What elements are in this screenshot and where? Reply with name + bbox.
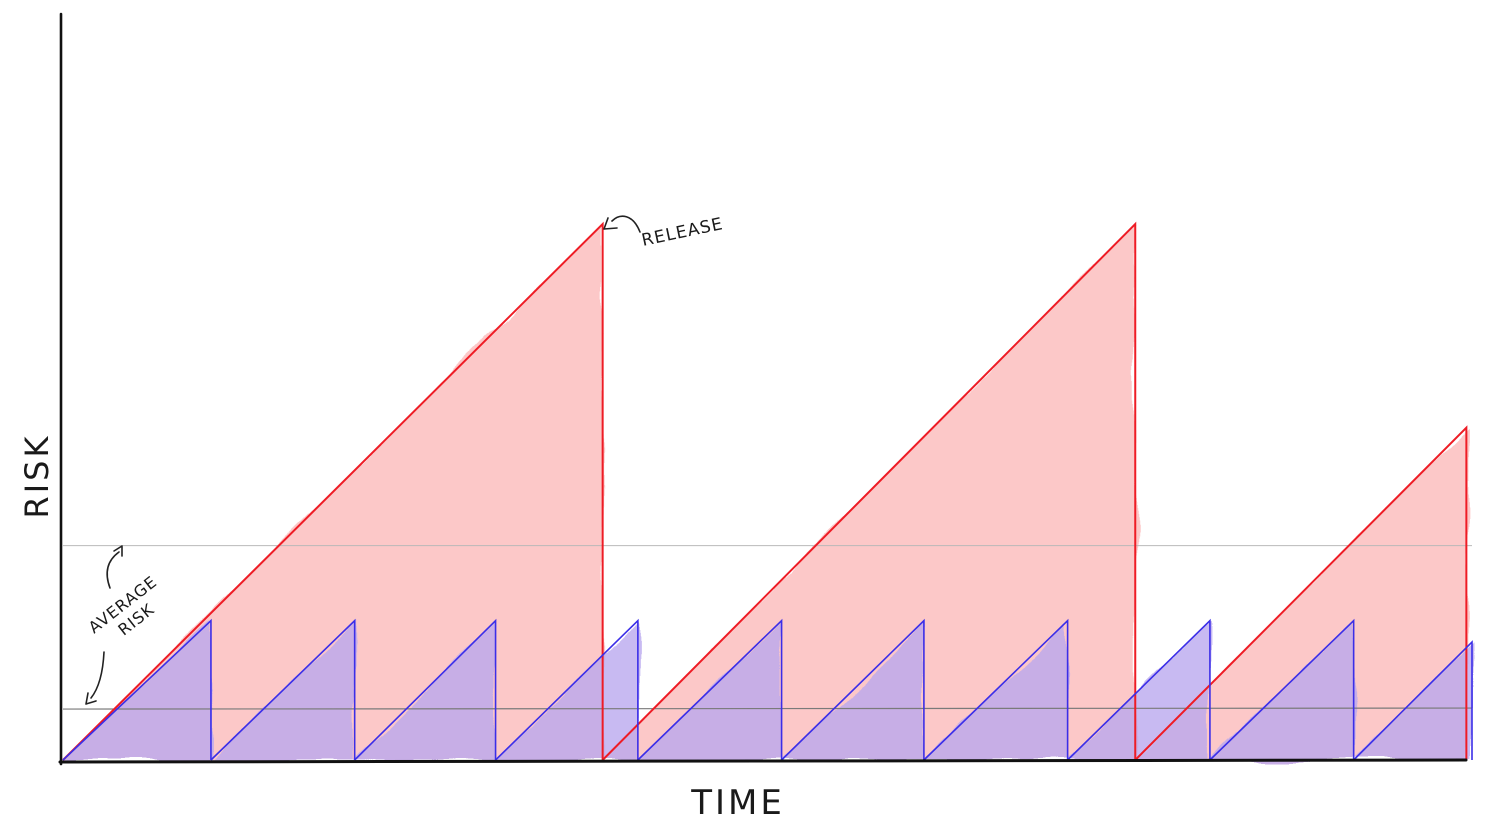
small-cycle-3-line	[495, 618, 639, 761]
big-cycle-0-line	[62, 221, 604, 761]
average-line-small	[62, 707, 1473, 710]
big-release-lines	[62, 221, 1468, 761]
big-cycle-1-line	[601, 221, 1137, 761]
small-cycle-0-line	[62, 618, 212, 761]
average-risk-annotation: AVERAGE RISK	[85, 568, 178, 653]
average-risk-arrow-down	[85, 651, 105, 705]
release-arrow	[603, 215, 641, 233]
small-release-lines	[62, 618, 1473, 761]
small-cycle-1-line	[210, 618, 356, 761]
small-cycle-2-line	[354, 618, 497, 761]
small-cycle-7-line	[1067, 618, 1211, 761]
small-cycle-8-line	[1209, 618, 1355, 761]
small-cycle-6-line	[923, 618, 1069, 761]
y-axis-label: RISK	[18, 434, 56, 519]
x-axis-label: TIME	[690, 783, 785, 823]
small-cycle-4-line	[637, 618, 783, 761]
small-cycle-9-line	[1353, 640, 1473, 761]
small-cycle-5-line	[781, 618, 925, 761]
x-axis	[58, 758, 1468, 764]
release-annotation: RELEASE	[640, 214, 725, 251]
average-risk-arrow-up	[106, 545, 123, 589]
big-cycle-2-line	[1134, 425, 1468, 761]
